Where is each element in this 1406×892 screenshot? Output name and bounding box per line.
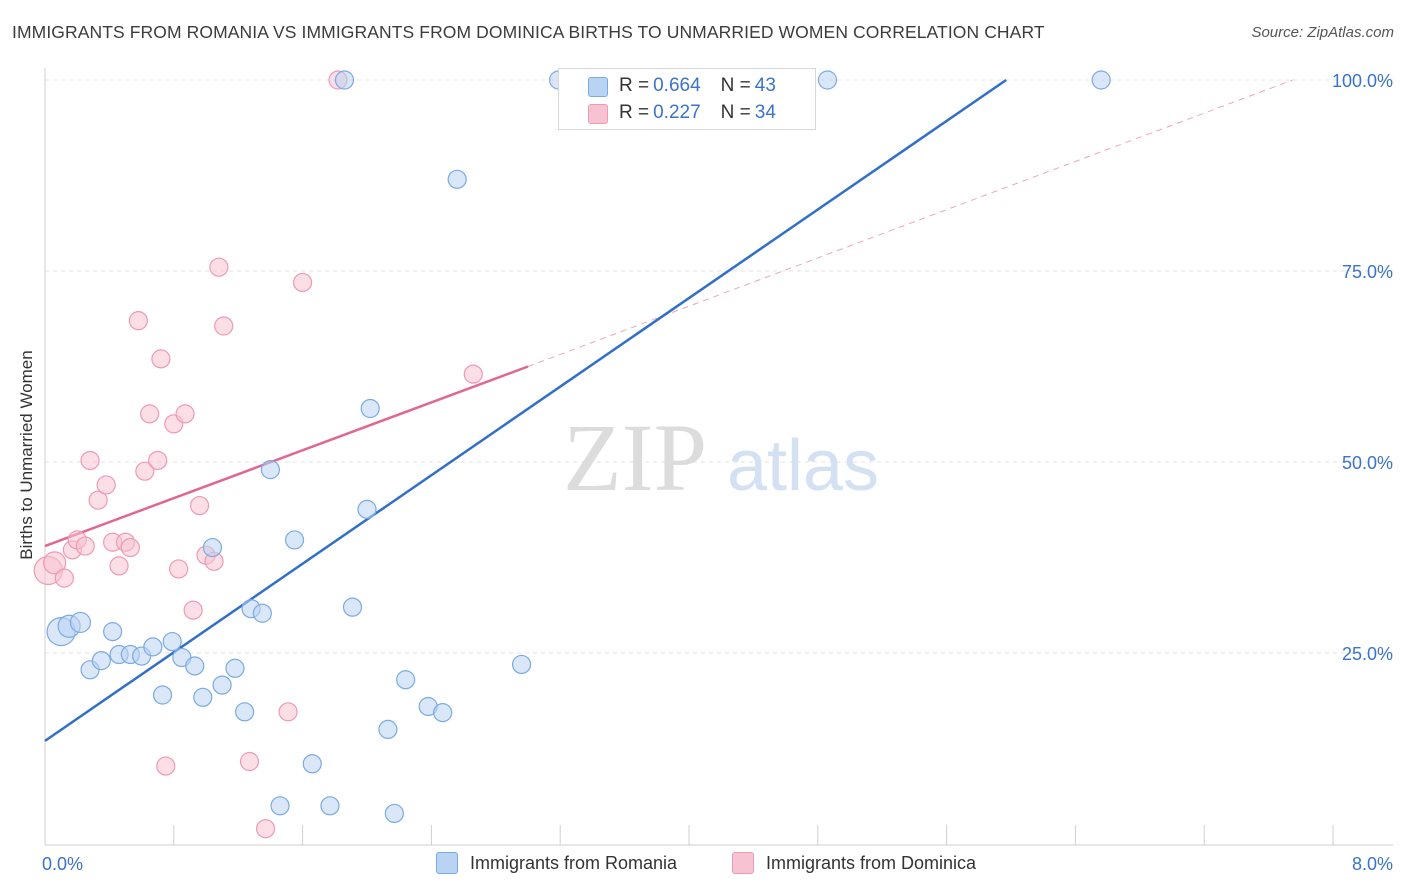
point-romania	[284, 530, 305, 550]
point-romania	[225, 658, 245, 678]
legend-n-value-romania: 43	[754, 75, 776, 96]
legend-n-label: N =	[720, 75, 751, 96]
point-dominica	[175, 404, 195, 424]
point-dominica	[239, 751, 260, 772]
point-romania	[185, 656, 205, 676]
point-dominica	[183, 600, 203, 620]
x-tick-label: 0.0%	[42, 854, 83, 874]
point-dominica	[75, 536, 95, 556]
point-dominica	[169, 559, 189, 579]
trend-lines	[44, 78, 1293, 742]
point-romania	[193, 687, 213, 707]
point-romania	[235, 702, 255, 722]
point-dominica	[293, 272, 313, 293]
y-tick-label: 75.0%	[1342, 262, 1393, 282]
point-dominica	[109, 556, 129, 576]
point-romania	[342, 597, 363, 617]
point-dominica	[463, 364, 483, 384]
point-dominica	[255, 819, 276, 839]
point-romania	[162, 631, 182, 652]
tick-labels: 25.0% 50.0% 75.0% 100.0% 0.0% 8.0%	[42, 71, 1393, 874]
legend-swatch-dominica	[732, 852, 754, 874]
legend-r-value-romania: 0.664	[653, 75, 701, 96]
legend-item-dominica[interactable]: Immigrants from Dominica	[732, 852, 976, 874]
point-romania	[103, 622, 123, 642]
watermark-atlas: atlas	[727, 426, 879, 506]
legend-label-dominica: Immigrants from Dominica	[766, 852, 977, 873]
point-romania	[447, 169, 467, 189]
point-dominica	[80, 450, 100, 471]
point-romania	[143, 637, 163, 657]
chart-title: IMMIGRANTS FROM ROMANIA VS IMMIGRANTS FR…	[12, 22, 1045, 42]
legend-swatch-dominica	[588, 104, 608, 124]
point-dominica	[156, 756, 176, 776]
point-romania	[69, 611, 92, 634]
legend-swatch-romania	[436, 852, 458, 874]
legend-r-label: R =	[619, 75, 650, 96]
point-romania	[378, 719, 398, 740]
point-dominica	[135, 461, 155, 481]
axes	[44, 68, 1393, 846]
watermark-zip: ZIP	[563, 404, 707, 511]
point-romania	[334, 70, 355, 90]
point-dominica	[151, 349, 171, 369]
point-romania	[384, 803, 404, 824]
legend-n-label: N =	[720, 102, 751, 123]
legend-label-romania: Immigrants from Romania	[470, 852, 678, 873]
point-dominica	[209, 257, 229, 277]
point-romania	[212, 675, 232, 695]
grid-lines	[45, 79, 1393, 654]
point-romania	[270, 796, 290, 816]
source-credit: Source: ZipAtlas.com	[1251, 24, 1394, 41]
x-tick-label: 8.0%	[1352, 854, 1393, 874]
legend-r-value-dominica: 0.227	[653, 102, 701, 123]
legend-r-label: R =	[619, 102, 650, 123]
point-romania	[433, 702, 453, 723]
point-dominica	[140, 404, 160, 424]
point-dominica	[214, 316, 234, 336]
point-romania	[202, 537, 223, 558]
series-legend: Immigrants from Romania Immigrants from …	[0, 852, 1406, 878]
point-romania	[1091, 70, 1111, 90]
point-romania	[357, 499, 377, 519]
y-tick-label: 50.0%	[1342, 453, 1393, 473]
stats-legend: R = 0.664 N = 43 R = 0.227 N = 34	[558, 68, 816, 130]
point-dominica	[278, 702, 298, 722]
point-dominica	[54, 568, 74, 588]
point-romania	[152, 685, 173, 705]
point-romania	[817, 70, 838, 90]
point-romania	[511, 654, 532, 675]
legend-n-value-dominica: 34	[754, 102, 776, 123]
point-dominica	[148, 450, 168, 471]
y-tick-label: 100.0%	[1332, 71, 1393, 91]
point-dominica	[189, 495, 210, 516]
trendline-dominica	[44, 365, 529, 548]
y-tick-label: 25.0%	[1342, 644, 1393, 664]
point-dominica	[128, 311, 148, 331]
legend-swatch-romania	[588, 77, 608, 97]
point-dominica	[88, 490, 108, 510]
point-romania	[91, 651, 111, 671]
point-romania	[302, 754, 322, 774]
legend-row-romania: R = 0.664 N = 43	[619, 75, 776, 97]
point-dominica	[120, 537, 140, 558]
watermark: ZIP atlas	[563, 404, 879, 511]
point-romania	[320, 796, 340, 816]
legend-item-romania[interactable]: Immigrants from Romania	[436, 852, 677, 874]
point-romania	[252, 603, 272, 623]
point-dominica	[96, 475, 116, 495]
point-romania	[396, 670, 416, 690]
point-romania	[360, 398, 380, 419]
y-axis-label: Births to Unmarried Women	[17, 350, 36, 560]
point-dominica	[43, 551, 67, 575]
trendline-romania	[44, 78, 1007, 742]
point-romania	[260, 460, 280, 480]
legend-row-dominica: R = 0.227 N = 34	[619, 102, 776, 124]
trendline-dominica-extension	[527, 79, 1293, 367]
